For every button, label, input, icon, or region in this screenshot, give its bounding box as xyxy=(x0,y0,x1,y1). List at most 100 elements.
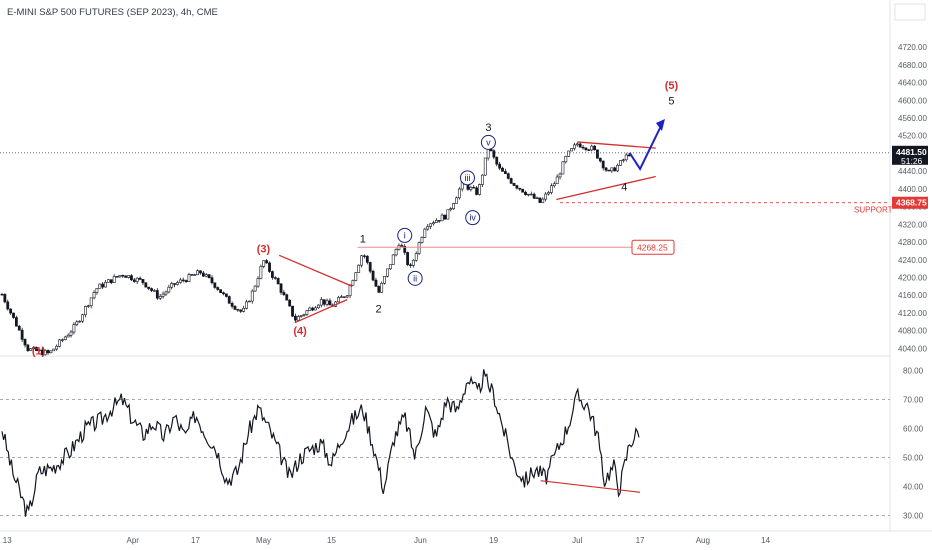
candle-body xyxy=(84,306,87,316)
price-tick-label: 4320.00 xyxy=(898,220,927,229)
resistance-box[interactable]: 4268.25 xyxy=(631,239,675,255)
candle-body xyxy=(512,182,516,186)
candle-body xyxy=(492,150,496,158)
candle-body xyxy=(222,292,225,295)
support-badge: 4368.75 SUPPORT xyxy=(854,196,928,215)
last-price-badge: 4481.50 51:26 xyxy=(892,145,928,166)
candle-body xyxy=(575,143,579,146)
candle-body xyxy=(526,193,530,196)
candle-body xyxy=(296,316,300,321)
candle-body xyxy=(279,283,283,293)
candle-body xyxy=(63,336,67,340)
candle-body xyxy=(377,286,381,293)
candle-body xyxy=(219,289,223,294)
wave-label: 1 xyxy=(360,234,366,246)
time-tick-label: May xyxy=(256,536,271,545)
candle-body xyxy=(437,220,441,222)
candle-body xyxy=(529,193,533,196)
candle-body xyxy=(354,272,358,281)
candle-body xyxy=(449,208,453,211)
candle-body xyxy=(207,274,211,278)
candle-body xyxy=(573,144,576,149)
candle-body xyxy=(541,198,545,203)
price-series xyxy=(0,141,631,356)
candle-body xyxy=(213,282,217,288)
candle-body xyxy=(340,296,343,298)
candle-body xyxy=(216,287,220,290)
candle-body xyxy=(598,157,602,162)
candle-body xyxy=(426,226,430,230)
candle-body xyxy=(423,228,427,238)
price-tick-label: 4600.00 xyxy=(898,96,927,105)
candle-body xyxy=(141,279,145,283)
candle-body xyxy=(268,262,271,272)
candle-body xyxy=(593,145,596,151)
candle-body xyxy=(380,282,384,293)
candle-body xyxy=(26,344,30,351)
candle-body xyxy=(55,345,59,350)
candle-body xyxy=(17,325,21,331)
candle-body xyxy=(550,185,553,193)
candle-body xyxy=(14,317,18,327)
candle-body xyxy=(613,167,617,172)
candle-body xyxy=(420,237,424,243)
candle-body xyxy=(391,254,395,265)
candle-body xyxy=(173,283,176,285)
price-tick-label: 4640.00 xyxy=(898,79,927,88)
candle-body xyxy=(302,313,306,316)
candle-body xyxy=(386,268,389,277)
candle-body xyxy=(388,264,392,270)
candle-body xyxy=(253,285,257,292)
candle-body xyxy=(104,282,107,288)
candle-body xyxy=(52,348,56,352)
candle-body xyxy=(121,275,125,277)
time-tick-label: 13 xyxy=(3,536,12,545)
triangle-lower-line xyxy=(294,299,348,324)
candle-body xyxy=(138,277,142,280)
candle-body xyxy=(193,274,197,276)
candle-body xyxy=(483,157,487,176)
candle-body xyxy=(452,203,456,209)
candle-body xyxy=(521,188,525,193)
candle-body xyxy=(101,283,105,288)
candle-body xyxy=(322,299,326,305)
time-tick-label: 14 xyxy=(761,536,770,545)
candle-body xyxy=(486,148,490,159)
candle-body xyxy=(224,293,228,297)
candle-body xyxy=(325,300,329,305)
candle-body xyxy=(351,280,355,286)
candle-body xyxy=(535,197,539,199)
candle-body xyxy=(46,350,50,354)
price-tick-label: 4200.00 xyxy=(898,273,927,282)
candle-body xyxy=(538,197,542,203)
candle-body xyxy=(285,294,289,301)
candle-body xyxy=(455,197,458,204)
price-tick-label: 4240.00 xyxy=(898,256,927,265)
candle-body xyxy=(86,305,90,307)
candle-body xyxy=(150,288,153,291)
candle-body xyxy=(596,149,599,159)
support-label: SUPPORT xyxy=(854,206,893,215)
candle-body xyxy=(69,331,73,336)
candle-body xyxy=(578,143,582,148)
candle-body xyxy=(245,301,248,309)
chart-menu-button[interactable] xyxy=(894,3,926,21)
candle-body xyxy=(92,292,96,299)
candle-body xyxy=(357,264,361,273)
candle-body xyxy=(621,159,625,161)
candle-body xyxy=(570,148,573,152)
wave-label-circle xyxy=(465,210,481,226)
oscillator-panel xyxy=(0,369,890,517)
candle-body xyxy=(40,349,44,356)
price-tick-label: 4440.00 xyxy=(898,167,927,176)
candle-body xyxy=(552,183,556,187)
wave-label: 3 xyxy=(485,122,491,134)
price-tick-label: 4520.00 xyxy=(898,132,927,141)
candle-body xyxy=(49,350,53,354)
candle-body xyxy=(348,284,352,297)
chart-title: E-MINI S&P 500 FUTURES (SEP 2023), 4h, C… xyxy=(7,7,218,18)
candle-body xyxy=(294,315,297,321)
candle-body xyxy=(619,160,622,166)
candle-body xyxy=(498,163,502,169)
